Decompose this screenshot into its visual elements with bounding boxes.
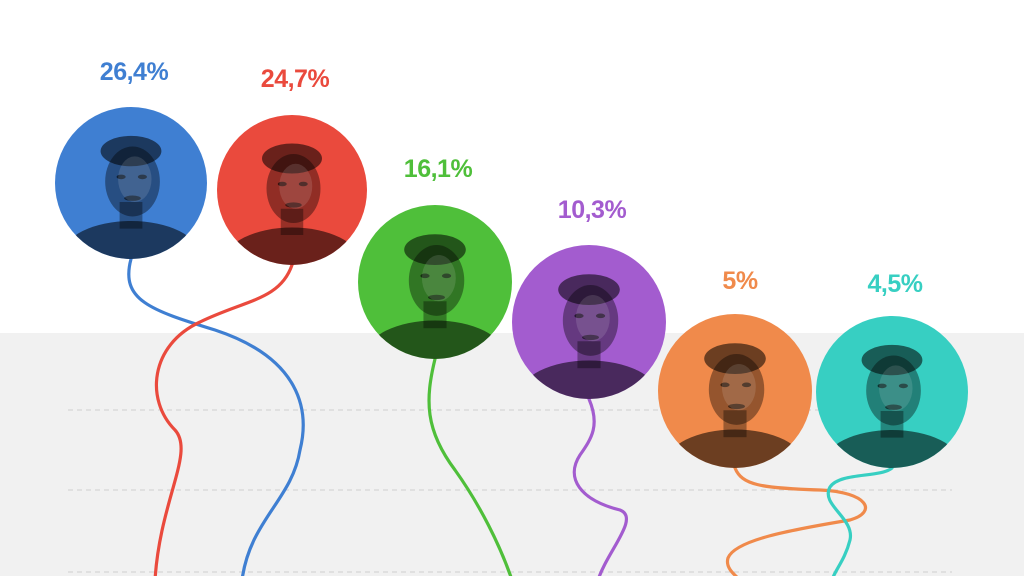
value-label-3: 16,1% bbox=[404, 155, 473, 183]
portraits bbox=[55, 107, 968, 468]
series-line-3 bbox=[427, 357, 513, 576]
portrait-1 bbox=[55, 107, 207, 259]
series-line-6 bbox=[826, 466, 894, 576]
portrait-3 bbox=[358, 205, 512, 359]
value-label-6: 4,5% bbox=[868, 270, 923, 298]
series-line-4 bbox=[572, 397, 628, 576]
value-label-4: 10,3% bbox=[558, 196, 627, 224]
value-label-2: 24,7% bbox=[261, 65, 330, 93]
portrait-6 bbox=[816, 316, 968, 468]
portrait-5 bbox=[658, 314, 812, 468]
series-line-5 bbox=[725, 466, 867, 576]
value-label-5: 5% bbox=[722, 267, 757, 295]
portrait-2 bbox=[217, 115, 367, 265]
portrait-4 bbox=[512, 245, 666, 399]
series-line-2 bbox=[153, 263, 294, 576]
value-label-1: 26,4% bbox=[100, 58, 169, 86]
series-line-1 bbox=[127, 257, 305, 576]
value-labels: 26,4% 24,7% 16,1% 10,3% 5% 4,5% bbox=[100, 58, 923, 298]
series-lines bbox=[127, 257, 894, 576]
